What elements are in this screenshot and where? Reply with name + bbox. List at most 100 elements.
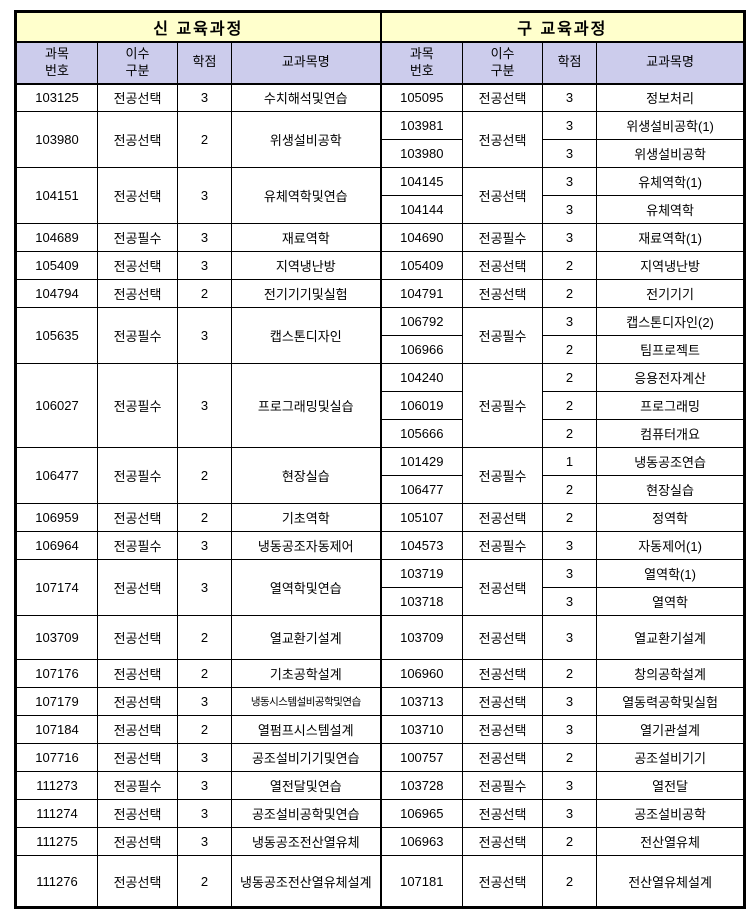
right-credit: 3: [542, 195, 598, 224]
table-row: 104151 전공선택 3 유체역학및연습 104145 전공선택 3 유체역학(1): [15, 167, 746, 224]
left-course-no: 107179: [15, 687, 98, 716]
left-credit: 3: [177, 167, 232, 224]
right-course-name: 팀프로젝트: [596, 335, 746, 364]
left-course-no: 111275: [15, 827, 98, 856]
right-course-name: 열역학(1): [596, 559, 746, 588]
right-course-type: 전공선택: [462, 799, 544, 828]
left-course-no: 104151: [15, 167, 98, 224]
left-course-no: 106027: [15, 363, 98, 448]
right-course-no: 103719: [379, 559, 464, 588]
left-course-no: 106964: [15, 531, 98, 560]
right-course-no: 106966: [379, 335, 464, 364]
table-row: 107179 전공선택 3 냉동시스템설비공학및연습 103713 전공선택 3 열동력공학및…: [15, 687, 746, 716]
right-course-type: 전공선택: [462, 167, 544, 224]
right-course-no: 106960: [379, 659, 464, 688]
right-course-no: 103718: [379, 587, 464, 616]
right-course-no: 106792: [379, 307, 464, 336]
right-credit: 3: [542, 687, 598, 716]
right-course-type: 전공선택: [462, 559, 544, 616]
right-course-type: 전공필수: [462, 447, 544, 504]
table-row: 104689 전공필수 3 재료역학 104690 전공필수 3 재료역학(1): [15, 223, 746, 252]
new-curriculum-title: 신 교육과정: [14, 11, 382, 43]
table-row: 106027 전공필수 3 프로그래밍및실습 104240 전공필수 2 응용전자계산: [15, 363, 746, 448]
left-course-name: 재료역학: [230, 223, 382, 252]
left-course-no: 107174: [15, 559, 98, 616]
left-course-type: 전공선택: [97, 743, 178, 772]
left-course-no: 104689: [15, 223, 98, 252]
left-credit: 3: [177, 771, 232, 800]
right-course-type: 전공선택: [462, 83, 544, 112]
right-course-name: 컴퓨터개요: [596, 419, 746, 448]
right-course-name: 정보처리: [596, 83, 746, 112]
right-course-name: 전산열유체: [596, 827, 746, 856]
right-credit: 2: [542, 827, 598, 856]
left-course-name: 공조설비공학및연습: [230, 799, 382, 828]
right-course-type: 전공선택: [462, 743, 544, 772]
left-course-type: 전공선택: [97, 615, 178, 660]
left-course-type: 전공선택: [97, 687, 178, 716]
col-header-course-type-new: 이수 구분: [97, 41, 178, 85]
left-course-type: 전공선택: [97, 799, 178, 828]
left-credit: 2: [177, 503, 232, 532]
right-course-no: 106963: [379, 827, 464, 856]
right-course-type: 전공선택: [462, 687, 544, 716]
right-credit: 3: [542, 615, 598, 660]
left-credit: 2: [177, 447, 232, 504]
right-credit: 2: [542, 475, 598, 504]
right-course-no: 104144: [379, 195, 464, 224]
right-credit: 3: [542, 139, 598, 168]
right-course-type: 전공필수: [462, 307, 544, 364]
right-course-type: 전공선택: [462, 503, 544, 532]
left-course-type: 전공필수: [97, 223, 178, 252]
right-credit: 3: [542, 771, 598, 800]
table-row: 106019 2 프로그래밍: [16, 391, 746, 420]
col-header-course-type-old: 이수 구분: [462, 41, 544, 85]
right-course-no: 104573: [379, 531, 464, 560]
left-course-no: 106477: [15, 447, 98, 504]
table-row: 111276 전공선택 2 냉동공조전산열유체설계 107181 전공선택 2 전산열유체설계: [15, 855, 746, 908]
left-course-type: 전공필수: [97, 771, 178, 800]
left-course-name: 냉동공조자동제어: [230, 531, 382, 560]
right-credit: 3: [542, 111, 598, 140]
left-course-no: 104794: [15, 279, 98, 308]
right-course-no: 101429: [379, 447, 464, 476]
right-course-name: 프로그래밍: [596, 391, 746, 420]
right-course-name: 응용전자계산: [596, 363, 746, 392]
right-credit: 3: [542, 223, 598, 252]
right-course-no: 105409: [379, 251, 464, 280]
right-credit: 3: [542, 587, 598, 616]
table-row: 106477 전공필수 2 현장실습 101429 전공필수 1 냉동공조연습: [15, 447, 746, 504]
table-row: 106964 전공필수 3 냉동공조자동제어 104573 전공필수 3 자동제어(1): [15, 531, 746, 560]
table-row: 103125 전공선택 3 수치해석및연습 105095 전공선택 3 정보처리: [15, 83, 746, 112]
col-header-course-name-new: 교과목명: [230, 41, 382, 85]
right-course-name: 창의공학설계: [596, 659, 746, 688]
right-credit: 2: [542, 391, 598, 420]
left-credit: 2: [177, 279, 232, 308]
table-row: 103718 3 열역학: [16, 587, 746, 616]
left-course-type: 전공선택: [97, 503, 178, 532]
table-row: 111274 전공선택 3 공조설비공학및연습 106965 전공선택 3 공조설비공학: [15, 799, 746, 828]
table-row: 105666 2 컴퓨터개요: [16, 419, 746, 448]
left-course-name: 기초공학설계: [230, 659, 382, 688]
left-course-name: 지역냉난방: [230, 251, 382, 280]
left-credit: 3: [177, 531, 232, 560]
col-header-credit-new: 학점: [177, 41, 232, 85]
table-row: 103980 3 위생설비공학: [16, 139, 746, 168]
table-row: 106959 전공선택 2 기초역학 105107 전공선택 2 정역학: [15, 503, 746, 532]
right-course-name: 위생설비공학: [596, 139, 746, 168]
right-course-no: 103981: [379, 111, 464, 140]
right-course-name: 전산열유체설계: [596, 855, 746, 908]
right-credit: 3: [542, 799, 598, 828]
right-credit: 1: [542, 447, 598, 476]
left-credit: 3: [177, 687, 232, 716]
left-credit: 3: [177, 363, 232, 448]
right-course-no: 100757: [379, 743, 464, 772]
left-course-no: 103125: [15, 83, 98, 112]
right-course-type: 전공선택: [462, 715, 544, 744]
right-course-no: 104145: [379, 167, 464, 196]
right-course-no: 105107: [379, 503, 464, 532]
right-course-no: 106477: [379, 475, 464, 504]
left-course-name: 냉동시스템설비공학및연습: [230, 687, 382, 716]
right-credit: 2: [542, 335, 598, 364]
right-course-type: 전공선택: [462, 827, 544, 856]
